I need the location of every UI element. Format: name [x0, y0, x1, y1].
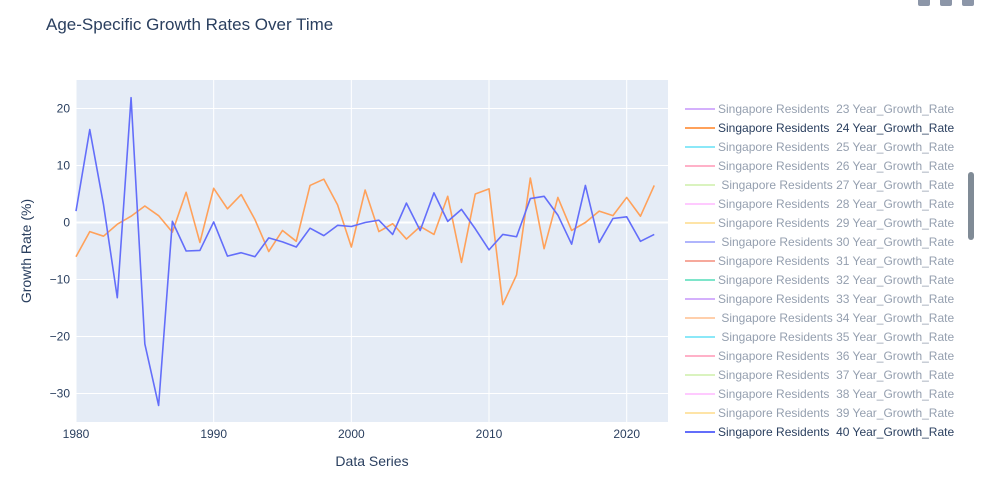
legend-item[interactable]: Singapore Residents 31 Year_Growth_Rate [685, 254, 954, 268]
legend-label: Singapore Residents 25 Year_Growth_Rate [718, 140, 954, 154]
legend-scrollbar[interactable] [968, 172, 974, 240]
legend-label: Singapore Residents 35 Year_Growth_Rate [718, 330, 954, 344]
x-tick-label: 2010 [476, 427, 503, 441]
legend-item[interactable]: Singapore Residents 32 Year_Growth_Rate [685, 273, 954, 287]
modebar-zoom-icon[interactable] [918, 0, 930, 6]
series-layer [75, 96, 655, 407]
x-tick-label: 1980 [63, 427, 90, 441]
legend-label: Singapore Residents 40 Year_Growth_Rate [718, 425, 954, 439]
legend-label: Singapore Residents 27 Year_Growth_Rate [718, 178, 954, 192]
y-axis-ticks: 20 10 0 −10 −20 −30 [50, 102, 71, 401]
legend-item[interactable]: Singapore Residents 25 Year_Growth_Rate [685, 140, 954, 154]
plot-area[interactable] [76, 80, 668, 422]
legend-label: Singapore Residents 36 Year_Growth_Rate [718, 349, 954, 363]
x-axis-ticks: 1980 1990 2000 2010 2020 [63, 427, 641, 441]
modebar-pan-icon[interactable] [940, 0, 952, 6]
legend-item[interactable]: Singapore Residents 28 Year_Growth_Rate [685, 197, 954, 211]
y-tick-label: 10 [57, 159, 71, 173]
legend-label: Singapore Residents 29 Year_Growth_Rate [718, 216, 954, 230]
legend-label: Singapore Residents 32 Year_Growth_Rate [718, 273, 954, 287]
chart-title: Age-Specific Growth Rates Over Time [46, 15, 333, 34]
modebar-home-icon[interactable] [962, 0, 974, 6]
legend-item[interactable]: Singapore Residents 39 Year_Growth_Rate [685, 406, 954, 420]
legend-item[interactable]: Singapore Residents 27 Year_Growth_Rate [685, 178, 954, 192]
legend-label: Singapore Residents 33 Year_Growth_Rate [718, 292, 954, 306]
legend-item[interactable]: Singapore Residents 38 Year_Growth_Rate [685, 387, 954, 401]
grid-lines [75, 80, 668, 422]
legend-item[interactable]: Singapore Residents 33 Year_Growth_Rate [685, 292, 954, 306]
series-line-1[interactable] [75, 96, 655, 407]
legend-item[interactable]: Singapore Residents 34 Year_Growth_Rate [685, 311, 954, 325]
y-tick-label: −30 [50, 387, 71, 401]
legend-label: Singapore Residents 30 Year_Growth_Rate [718, 235, 954, 249]
legend-item[interactable]: Singapore Residents 36 Year_Growth_Rate [685, 349, 954, 363]
legend-label: Singapore Residents 23 Year_Growth_Rate [718, 102, 954, 116]
legend-item[interactable]: Singapore Residents 35 Year_Growth_Rate [685, 330, 954, 344]
x-axis-title: Data Series [335, 453, 408, 469]
x-tick-label: 2020 [613, 427, 640, 441]
legend-item[interactable]: Singapore Residents 29 Year_Growth_Rate [685, 216, 954, 230]
y-axis-title: Growth Rate (%) [18, 199, 34, 303]
series-line-0[interactable] [75, 177, 655, 306]
legend-item[interactable]: Singapore Residents 40 Year_Growth_Rate [685, 425, 954, 439]
legend-label: Singapore Residents 24 Year_Growth_Rate [718, 121, 954, 135]
legend-item[interactable]: Singapore Residents 24 Year_Growth_Rate [685, 121, 954, 135]
x-tick-label: 1990 [200, 427, 227, 441]
legend-item[interactable]: Singapore Residents 23 Year_Growth_Rate [685, 102, 954, 116]
legend-label: Singapore Residents 37 Year_Growth_Rate [718, 368, 954, 382]
legend-item[interactable]: Singapore Residents 26 Year_Growth_Rate [685, 159, 954, 173]
legend-label: Singapore Residents 26 Year_Growth_Rate [718, 159, 954, 173]
plot-modebar[interactable] [918, 0, 974, 8]
y-tick-label: −10 [50, 273, 71, 287]
legend-label: Singapore Residents 38 Year_Growth_Rate [718, 387, 954, 401]
y-tick-label: 0 [63, 216, 70, 230]
y-tick-label: −20 [50, 330, 71, 344]
legend-label: Singapore Residents 39 Year_Growth_Rate [718, 406, 954, 420]
y-tick-label: 20 [57, 102, 71, 116]
legend-item[interactable]: Singapore Residents 30 Year_Growth_Rate [685, 235, 954, 249]
legend-label: Singapore Residents 28 Year_Growth_Rate [718, 197, 954, 211]
legend-item[interactable]: Singapore Residents 37 Year_Growth_Rate [685, 368, 954, 382]
legend-label: Singapore Residents 31 Year_Growth_Rate [718, 254, 954, 268]
x-tick-label: 2000 [338, 427, 365, 441]
legend[interactable]: Singapore Residents 23 Year_Growth_Rate S… [685, 102, 954, 439]
legend-label: Singapore Residents 34 Year_Growth_Rate [718, 311, 954, 325]
